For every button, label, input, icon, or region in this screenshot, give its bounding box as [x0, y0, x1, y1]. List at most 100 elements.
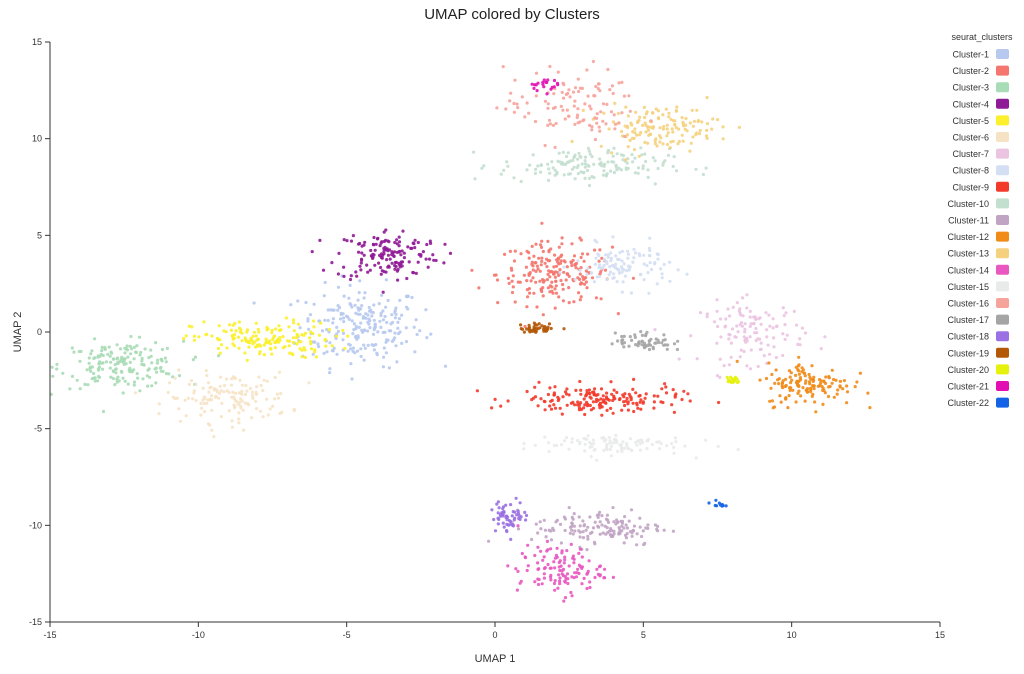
point — [115, 343, 119, 347]
point — [535, 89, 539, 93]
point — [359, 268, 363, 272]
legend-item[interactable]: Cluster-2 — [952, 65, 1009, 77]
point — [317, 333, 322, 337]
legend-item[interactable]: Cluster-7 — [952, 148, 1009, 160]
point — [734, 335, 738, 339]
point — [118, 347, 123, 351]
point — [580, 162, 584, 166]
point — [111, 357, 115, 361]
point — [242, 428, 246, 432]
point — [807, 372, 811, 377]
point — [866, 391, 870, 395]
point — [733, 375, 738, 379]
point — [544, 329, 549, 333]
point — [109, 375, 113, 379]
point — [184, 414, 188, 418]
legend-item[interactable]: Cluster-17 — [947, 314, 1009, 326]
legend-item[interactable]: Cluster-6 — [952, 132, 1009, 143]
point — [620, 529, 624, 533]
legend-item[interactable]: Cluster-19 — [947, 347, 1009, 359]
point — [646, 141, 650, 145]
point — [667, 115, 671, 119]
point — [614, 163, 618, 168]
point — [393, 316, 397, 320]
point — [607, 273, 611, 277]
point — [561, 282, 565, 287]
legend-item[interactable]: Cluster-4 — [952, 98, 1009, 110]
point — [748, 309, 752, 313]
point — [585, 272, 589, 276]
point — [324, 344, 328, 348]
point — [114, 367, 118, 371]
point — [643, 115, 647, 120]
x-tick-label: 10 — [787, 630, 797, 640]
legend-item[interactable]: Cluster-22 — [947, 397, 1009, 409]
legend-item[interactable]: Cluster-15 — [947, 281, 1009, 292]
point — [620, 80, 624, 84]
point — [397, 244, 401, 248]
point — [561, 108, 565, 112]
legend-item[interactable]: Cluster-18 — [947, 331, 1009, 342]
point — [68, 387, 72, 391]
point — [550, 280, 554, 284]
point — [392, 254, 396, 258]
legend-item[interactable]: Cluster-1 — [952, 49, 1009, 60]
legend-item[interactable]: Cluster-13 — [947, 248, 1009, 259]
legend-item[interactable]: Cluster-12 — [947, 231, 1009, 243]
legend-item[interactable]: Cluster-16 — [947, 298, 1009, 309]
point — [369, 248, 373, 253]
point — [539, 163, 543, 167]
point — [638, 254, 642, 258]
point — [522, 447, 526, 451]
point — [587, 164, 591, 168]
point — [366, 329, 370, 333]
point — [698, 311, 703, 315]
point — [623, 274, 628, 278]
point — [625, 249, 630, 253]
point — [602, 163, 606, 167]
legend-item[interactable]: Cluster-11 — [948, 215, 1009, 226]
point — [586, 266, 590, 270]
legend-label: Cluster-20 — [947, 365, 989, 375]
point — [414, 318, 418, 322]
point — [402, 251, 406, 255]
point — [256, 327, 260, 332]
point — [668, 146, 672, 150]
point — [586, 525, 590, 529]
legend-item[interactable]: Cluster-9 — [952, 181, 1009, 193]
point — [810, 364, 814, 368]
legend-item[interactable]: Cluster-3 — [952, 82, 1009, 93]
point — [313, 348, 317, 352]
point — [607, 436, 611, 440]
legend-item[interactable]: Cluster-5 — [952, 115, 1009, 126]
point — [482, 164, 486, 168]
point — [612, 437, 616, 442]
legend-swatch — [996, 65, 1009, 76]
legend-label: Cluster-14 — [947, 265, 989, 275]
point — [328, 341, 332, 345]
point — [336, 308, 340, 312]
point — [542, 555, 546, 559]
point — [643, 140, 647, 144]
point — [358, 279, 362, 283]
legend-item[interactable]: Cluster-21 — [947, 381, 1009, 392]
point — [579, 388, 583, 392]
point — [598, 274, 602, 279]
legend-label: Cluster-5 — [952, 116, 989, 126]
point — [380, 252, 384, 256]
point — [609, 454, 614, 458]
legend-item[interactable]: Cluster-14 — [947, 264, 1009, 276]
point — [525, 305, 529, 309]
point — [794, 400, 798, 404]
point — [536, 545, 540, 549]
legend-label: Cluster-10 — [947, 199, 989, 209]
legend-item[interactable]: Cluster-10 — [947, 198, 1009, 209]
point — [375, 237, 380, 241]
legend-item[interactable]: Cluster-8 — [952, 165, 1009, 176]
point — [614, 254, 618, 258]
point — [677, 357, 681, 361]
legend-swatch — [996, 181, 1009, 192]
point — [764, 376, 769, 381]
legend-item[interactable]: Cluster-20 — [947, 364, 1009, 375]
